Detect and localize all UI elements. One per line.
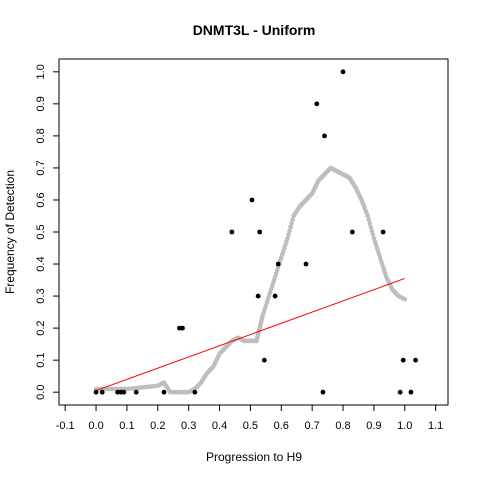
smooth-point bbox=[369, 228, 375, 234]
chart-title: DNMT3L - Uniform bbox=[193, 22, 316, 38]
smooth-point bbox=[365, 213, 371, 219]
data-point bbox=[255, 293, 261, 299]
smooth-point bbox=[368, 224, 374, 230]
x-tick-label: 0.8 bbox=[335, 420, 350, 432]
data-point bbox=[303, 261, 309, 267]
fit-line bbox=[95, 277, 405, 392]
smooth-series bbox=[93, 165, 408, 395]
smooth-point bbox=[402, 296, 408, 302]
x-tick-label: 0.7 bbox=[305, 420, 320, 432]
data-point bbox=[413, 357, 418, 363]
y-tick-label: 1.0 bbox=[35, 64, 47, 79]
data-point bbox=[272, 293, 278, 299]
data-point bbox=[397, 389, 403, 395]
data-point bbox=[380, 229, 386, 235]
data-point bbox=[340, 69, 346, 75]
data-point bbox=[322, 133, 327, 139]
points-series bbox=[93, 69, 418, 395]
smooth-point bbox=[290, 217, 295, 223]
x-tick-label: 0.9 bbox=[366, 420, 381, 432]
plot-frame bbox=[58, 58, 449, 406]
x-tick-label: 0.2 bbox=[150, 420, 165, 432]
x-tick-label: -0.1 bbox=[56, 420, 75, 432]
data-point bbox=[180, 325, 185, 331]
smooth-point bbox=[285, 236, 290, 241]
data-point bbox=[408, 389, 414, 395]
data-point bbox=[257, 229, 263, 235]
smooth-point bbox=[366, 217, 372, 223]
smooth-point bbox=[286, 232, 291, 237]
x-axis: -0.1 0.0 0.1 0.2 0.3 0.4 0.5 0.6 0.7 0.8 0.9 1.0 1.1 bbox=[56, 405, 443, 432]
y-tick-label: 0.6 bbox=[35, 192, 47, 207]
data-point bbox=[229, 229, 235, 235]
x-tick-label: 0.3 bbox=[181, 420, 196, 432]
data-point bbox=[314, 101, 320, 107]
x-axis-title: Progression to H9 bbox=[206, 450, 302, 464]
smooth-point bbox=[287, 228, 292, 234]
data-point bbox=[249, 197, 255, 203]
data-point bbox=[93, 389, 99, 395]
y-tick-label: 0.7 bbox=[35, 160, 47, 175]
smooth-point bbox=[289, 221, 294, 226]
y-tick-label: 0.1 bbox=[35, 352, 47, 367]
data-point bbox=[275, 261, 281, 267]
y-axis-title: Frequency of Detection bbox=[3, 170, 17, 294]
y-tick-label: 0.8 bbox=[35, 128, 47, 143]
x-tick-label: 1.1 bbox=[428, 420, 443, 432]
data-point bbox=[400, 357, 406, 363]
x-tick-label: 0.5 bbox=[243, 420, 258, 432]
x-tick-label: 0.1 bbox=[119, 420, 134, 432]
data-point bbox=[99, 389, 105, 395]
y-tick-label: 0.2 bbox=[35, 320, 47, 335]
data-point bbox=[161, 389, 167, 395]
smooth-point bbox=[367, 221, 373, 226]
x-tick-label: 1.0 bbox=[397, 420, 412, 432]
smooth-point bbox=[370, 232, 376, 237]
data-point bbox=[349, 229, 355, 235]
smooth-point bbox=[288, 224, 293, 230]
y-axis: 0.0 0.1 0.2 0.3 0.4 0.5 0.6 0.7 0.8 0.9 1.0 bbox=[35, 64, 59, 400]
data-point bbox=[133, 389, 139, 395]
x-tick-label: 0.0 bbox=[88, 420, 103, 432]
y-tick-label: 0.5 bbox=[35, 224, 47, 239]
y-tick-label: 0.9 bbox=[35, 96, 47, 111]
fit-line-series bbox=[95, 277, 405, 392]
y-tick-label: 0.0 bbox=[35, 385, 47, 400]
data-point bbox=[121, 389, 127, 395]
data-point bbox=[261, 357, 267, 363]
y-tick-label: 0.4 bbox=[35, 256, 47, 271]
x-tick-label: 0.6 bbox=[274, 420, 289, 432]
x-tick-label: 0.4 bbox=[212, 420, 227, 432]
y-tick-label: 0.3 bbox=[35, 288, 47, 303]
data-point bbox=[192, 389, 198, 395]
data-point bbox=[320, 389, 326, 395]
